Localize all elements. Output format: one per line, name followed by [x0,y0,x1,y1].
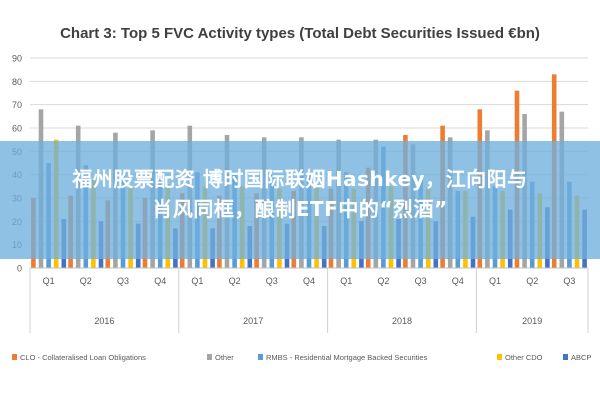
overlay-headline[interactable]: 福州股票配资 博时国际联姻Hashkey，江向阳与 肖风同框，酿制ETF中的“烈… [10,164,590,224]
x-tick-label: Q2 [377,276,389,286]
x-tick-label: Q4 [154,276,166,286]
x-tick-label: Q1 [43,276,55,286]
overlay-banner [0,141,600,259]
overlay-line-2: 肖风同框，酿制ETF中的“烈酒” [152,197,448,221]
x-tick-label: Q3 [266,276,278,286]
x-tick-label: Q2 [526,276,538,286]
legend-label: ABCP [571,353,591,362]
year-label: 2018 [392,316,412,326]
legend-label: Other [215,353,234,362]
chart-title: Chart 3: Top 5 FVC Activity types (Total… [60,25,540,42]
legend-item: CLO - Collateralised Loan Obligations [12,353,146,362]
legend-item: RMBS - Residential Mortgage Backed Secur… [258,353,428,362]
y-tick-label: 90 [12,54,22,64]
x-tick-label: Q1 [340,276,352,286]
y-tick-label: 0 [17,264,22,274]
year-label: 2016 [94,316,114,326]
y-tick-label: 70 [12,100,22,110]
overlay-line-1: 福州股票配资 博时国际联姻Hashkey，江向阳与 [72,167,528,191]
year-label: 2019 [522,316,542,326]
x-tick-label: Q4 [303,276,315,286]
y-tick-label: 60 [12,124,22,134]
legend-item: ABCP [563,353,591,362]
legend-label: RMBS - Residential Mortgage Backed Secur… [266,353,428,362]
x-tick-label: Q4 [452,276,464,286]
x-tick-label: Q2 [229,276,241,286]
x-tick-label: Q1 [489,276,501,286]
legend-label: CLO - Collateralised Loan Obligations [20,353,146,362]
x-tick-label: Q3 [415,276,427,286]
legend-swatch [258,354,263,360]
legend-item: Other [207,353,234,362]
year-label: 2017 [243,316,263,326]
legend: CLO - Collateralised Loan Obligations Oth… [12,353,591,362]
y-tick-label: 80 [12,77,22,87]
legend-swatch [563,354,568,360]
legend-item: Other CDO [497,353,543,362]
x-tick-label: Q3 [563,276,575,286]
x-tick-label: Q2 [80,276,92,286]
legend-swatch [12,354,17,360]
legend-swatch [497,354,502,360]
x-tick-label: Q3 [117,276,129,286]
legend-swatch [207,354,212,360]
legend-label: Other CDO [505,353,543,362]
x-tick-label: Q1 [191,276,203,286]
